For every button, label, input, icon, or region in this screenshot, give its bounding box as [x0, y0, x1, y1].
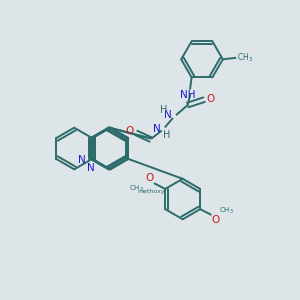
Text: H: H [160, 105, 167, 115]
Text: CH$_3$: CH$_3$ [129, 184, 144, 194]
Text: H: H [163, 130, 170, 140]
Text: O: O [212, 215, 220, 225]
Text: CH$_3$: CH$_3$ [237, 52, 253, 64]
Text: O: O [146, 173, 154, 183]
Text: N: N [153, 124, 161, 134]
Text: O: O [126, 127, 134, 136]
Text: O: O [206, 94, 215, 104]
Text: N: N [164, 110, 172, 120]
Text: methoxy: methoxy [137, 188, 165, 194]
Text: N: N [87, 163, 94, 173]
Text: N: N [79, 155, 86, 165]
Text: NH: NH [180, 90, 196, 100]
Text: CH$_3$: CH$_3$ [219, 206, 234, 216]
